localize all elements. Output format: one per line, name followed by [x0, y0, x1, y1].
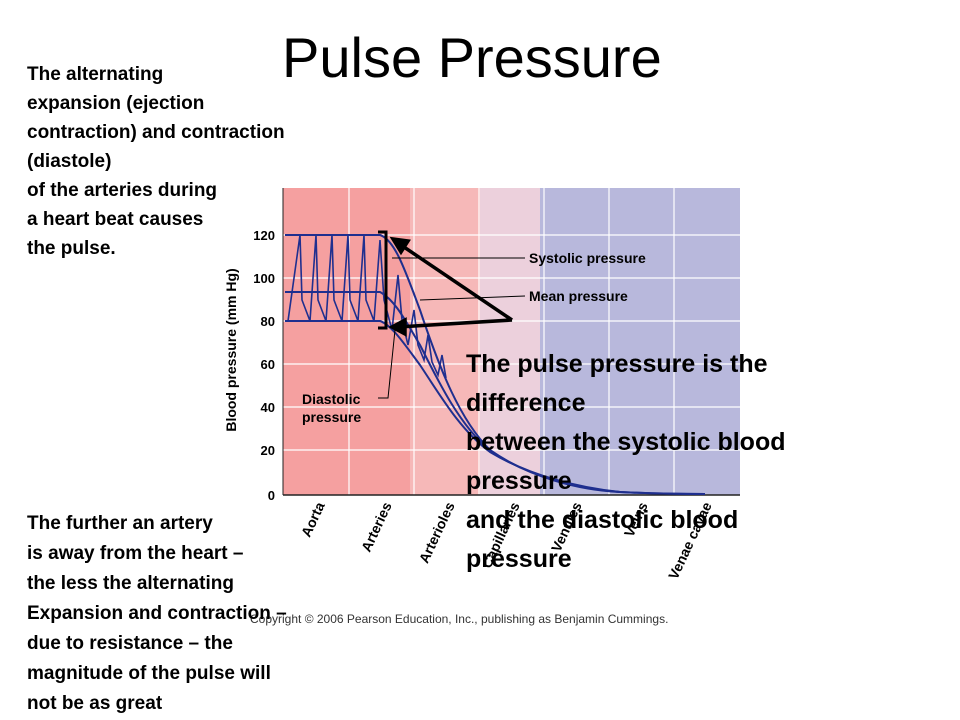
copyright-notice: Copyright © 2006 Pearson Education, Inc.… — [250, 612, 669, 626]
explanation-line: is away from the heart – — [27, 543, 244, 564]
y-tick-label: 80 — [261, 314, 275, 329]
explanation-line: due to resistance – the — [27, 633, 233, 654]
diastolic-leader — [378, 329, 396, 399]
systolic-label: Systolic pressure — [529, 250, 646, 266]
explanation-line: Expansion and contraction – — [27, 603, 287, 624]
mean-leader — [419, 295, 526, 301]
vessel-label-aorta: Aorta — [298, 499, 328, 539]
venous-region — [540, 188, 740, 495]
intro-line: of the arteries during — [27, 180, 218, 201]
intro-line: contraction) and contraction — [27, 122, 285, 143]
intro-text: The alternating expansion (ejection cont… — [27, 60, 285, 263]
pulse-waveform — [287, 234, 447, 379]
definition-line: and the diastolic blood — [466, 506, 739, 534]
mean-label: Mean pressure — [529, 288, 628, 304]
intro-line: a heart beat causes — [27, 209, 204, 230]
pulse-pressure-bracket — [378, 230, 388, 330]
arteriole-region — [410, 188, 480, 495]
definition-line: difference — [466, 389, 586, 417]
vessel-label-arteries: Arteries — [358, 499, 395, 554]
y-tick-label: 100 — [253, 271, 275, 286]
intro-line: the pulse. — [27, 238, 116, 259]
definition-line: The pulse pressure is the — [466, 350, 768, 378]
arterial-region — [283, 188, 410, 495]
explanation-line: The further an artery — [27, 513, 213, 534]
arrow-to-systolic — [397, 241, 513, 322]
intro-line: (diastole) — [27, 151, 112, 172]
slide-title: Pulse Pressure — [282, 26, 662, 89]
intro-line: The alternating — [27, 64, 164, 85]
intro-line: expansion (ejection — [27, 93, 205, 114]
y-axis-label: Blood pressure (mm Hg) — [223, 268, 239, 431]
arrowhead-icon — [389, 236, 411, 256]
diastolic-label: pressure — [302, 409, 361, 425]
definition-line: pressure — [466, 467, 572, 495]
capillary-region — [480, 188, 540, 495]
y-tick-label: 60 — [261, 357, 275, 372]
vessel-label-arterioles: Arterioles — [416, 499, 458, 565]
explanation-line: magnitude of the pulse will — [27, 663, 271, 684]
diastolic-label: Diastolic — [302, 391, 361, 407]
explanation-line: not be as great — [27, 693, 163, 714]
y-tick-label: 40 — [261, 400, 275, 415]
y-tick-label: 0 — [268, 488, 275, 503]
definition-line: pressure — [466, 545, 572, 573]
definition-line: between the systolic blood — [466, 428, 786, 456]
arrowhead-icon — [388, 317, 407, 337]
explanation-line: the less the alternating — [27, 573, 234, 594]
pulse-pressure-definition: The pulse pressure is the difference bet… — [466, 345, 786, 579]
distance-explanation: The further an artery is away from the h… — [27, 509, 287, 719]
arrow-to-diastolic — [397, 318, 513, 329]
y-tick-label: 120 — [253, 228, 275, 243]
y-tick-label: 20 — [261, 443, 275, 458]
